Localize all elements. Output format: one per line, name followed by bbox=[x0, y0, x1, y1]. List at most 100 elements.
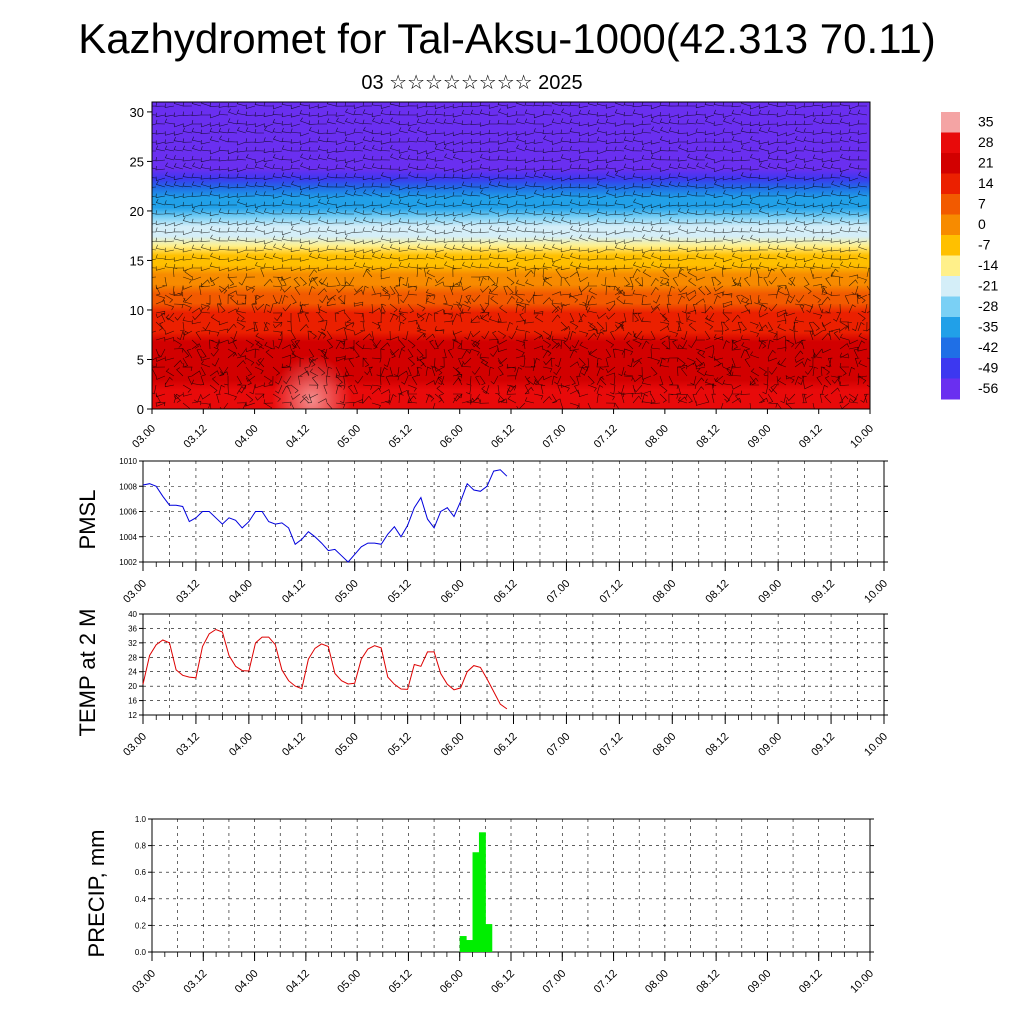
temp-2m-chart: 12 16 20 24 28 32 36 40 03.00 03.12 04.00 04.12 05.0… bbox=[75, 609, 890, 759]
xtick-label: 03.12 bbox=[174, 578, 202, 606]
colorbar-swatch bbox=[941, 214, 960, 236]
xtick-label: 03.00 bbox=[130, 968, 158, 996]
colorbar-label: -35 bbox=[978, 318, 998, 334]
colorbar-swatch bbox=[941, 235, 960, 256]
ytick-label: 1002 bbox=[119, 558, 137, 567]
colorbar-swatch bbox=[941, 255, 960, 277]
colorbar-label: 35 bbox=[978, 113, 994, 129]
colorbar-swatch bbox=[941, 358, 960, 379]
heatmap-xtick-label: 09.00 bbox=[746, 423, 774, 451]
colorbar-label: -21 bbox=[978, 277, 998, 293]
xtick-label: 06.00 bbox=[439, 578, 467, 606]
xtick-label: 04.12 bbox=[280, 731, 308, 759]
ytick-label: 20 bbox=[128, 682, 137, 691]
colorbar-label: -42 bbox=[978, 339, 998, 355]
heatmap-xtick-label: 03.00 bbox=[130, 423, 158, 451]
xtick-label: 04.00 bbox=[227, 578, 255, 606]
colorbar-label: 21 bbox=[978, 154, 994, 170]
ytick-label: 12 bbox=[128, 711, 137, 720]
xtick-label: 09.00 bbox=[756, 578, 784, 606]
colorbar-swatch bbox=[941, 112, 960, 133]
temperature-colorbar: 35 28 21 14 7 0 -7 -14 -21 -28 -35 -42 -49 -56 bbox=[941, 112, 998, 400]
xtick-label: 04.12 bbox=[284, 968, 312, 996]
temp-series-line bbox=[142, 628, 508, 710]
xtick-label: 06.12 bbox=[492, 731, 520, 759]
heatmap-xtick-label: 10.00 bbox=[848, 423, 876, 451]
ytick-label: 0.2 bbox=[135, 921, 147, 930]
colorbar-label: -28 bbox=[978, 298, 998, 314]
pmsl-series-line bbox=[142, 469, 508, 563]
heatmap-xtick-label: 03.12 bbox=[181, 423, 209, 451]
colorbar-swatch bbox=[941, 173, 960, 195]
colorbar-label: -14 bbox=[978, 257, 998, 273]
xtick-label: 07.12 bbox=[598, 578, 626, 606]
xtick-label: 08.00 bbox=[650, 731, 678, 759]
colorbar-swatch bbox=[941, 296, 960, 318]
heatmap-xtick-label: 07.00 bbox=[540, 423, 568, 451]
page-subtitle: 03 ☆☆☆☆☆☆☆☆ 2025 bbox=[361, 72, 583, 94]
xtick-label: 06.00 bbox=[439, 731, 467, 759]
ytick-label: 1004 bbox=[119, 533, 137, 542]
ytick-label: 0.0 bbox=[135, 948, 147, 957]
ytick-label: 1008 bbox=[119, 482, 137, 491]
xtick-label: 10.00 bbox=[862, 578, 890, 606]
ytick-label: 16 bbox=[128, 697, 137, 706]
heatmap-ytick-label: 15 bbox=[130, 253, 144, 268]
temperature-wind-cross-section: 0 5 10 15 20 25 30 03.00 03.12 04.00 04.12 05.00 05.… bbox=[130, 101, 876, 451]
colorbar-label: 28 bbox=[978, 134, 994, 150]
heatmap-xtick-label: 06.12 bbox=[489, 423, 517, 451]
ytick-label: 1006 bbox=[119, 508, 137, 517]
colorbar-label: 0 bbox=[978, 216, 986, 232]
xtick-label: 05.00 bbox=[335, 968, 363, 996]
colorbar-swatch bbox=[941, 378, 960, 400]
xtick-label: 04.00 bbox=[227, 731, 255, 759]
xtick-label: 04.12 bbox=[280, 578, 308, 606]
colorbar-label: -56 bbox=[978, 380, 998, 396]
xtick-label: 09.00 bbox=[756, 731, 784, 759]
xtick-label: 08.12 bbox=[703, 731, 731, 759]
axis-ylabel: PRECIP, mm bbox=[84, 830, 109, 958]
colorbar-swatch bbox=[941, 276, 960, 297]
xtick-label: 10.00 bbox=[848, 968, 876, 996]
precip-chart: 0.0 0.2 0.4 0.6 0.8 1.0 03.00 03.12 04.00 04.12 05… bbox=[84, 815, 876, 996]
heatmap-ytick-label: 5 bbox=[137, 352, 144, 367]
heatmap-ytick-label: 10 bbox=[130, 303, 144, 318]
xtick-label: 03.00 bbox=[121, 731, 149, 759]
heatmap-xtick-label: 08.12 bbox=[694, 423, 722, 451]
heatmap-xtick-label: 07.12 bbox=[592, 423, 620, 451]
ytick-label: 1010 bbox=[119, 457, 137, 466]
heatmap-xtick-label: 09.12 bbox=[797, 423, 825, 451]
colorbar-swatch bbox=[941, 317, 960, 338]
colorbar-label: -7 bbox=[978, 236, 991, 252]
heatmap-xtick-label: 06.00 bbox=[438, 423, 466, 451]
xtick-label: 07.00 bbox=[545, 578, 573, 606]
axis-ylabel: PMSL bbox=[75, 490, 100, 550]
ytick-label: 24 bbox=[128, 668, 137, 677]
xtick-label: 06.00 bbox=[438, 968, 466, 996]
page-title: Kazhydromet for Tal-Aksu-1000(42.313 70.… bbox=[78, 15, 936, 62]
xtick-label: 06.12 bbox=[492, 578, 520, 606]
ytick-label: 32 bbox=[128, 639, 137, 648]
axis-ylabel: TEMP at 2 M bbox=[75, 609, 100, 737]
ytick-label: 40 bbox=[128, 610, 137, 619]
xtick-label: 07.12 bbox=[598, 731, 626, 759]
pmsl-chart: 1002 1004 1006 1008 1010 03.00 03.12 04.00 04.12… bbox=[75, 457, 890, 606]
xtick-label: 05.12 bbox=[386, 731, 414, 759]
colorbar-swatch bbox=[941, 132, 960, 154]
xtick-label: 05.12 bbox=[387, 968, 415, 996]
colorbar-swatch bbox=[941, 337, 960, 359]
ytick-label: 0.6 bbox=[135, 868, 147, 877]
heatmap-ytick-label: 30 bbox=[130, 105, 144, 120]
ytick-label: 1.0 bbox=[135, 815, 147, 824]
xtick-label: 08.00 bbox=[650, 578, 678, 606]
wind-barbs bbox=[152, 102, 870, 409]
xtick-label: 04.00 bbox=[233, 968, 261, 996]
colorbar-swatch bbox=[941, 194, 960, 215]
xtick-label: 07.12 bbox=[592, 968, 620, 996]
precip-bar bbox=[472, 852, 480, 952]
xtick-label: 03.00 bbox=[121, 578, 149, 606]
heatmap-xtick-label: 05.12 bbox=[387, 423, 415, 451]
xtick-label: 07.00 bbox=[545, 731, 573, 759]
ytick-label: 0.8 bbox=[135, 842, 147, 851]
